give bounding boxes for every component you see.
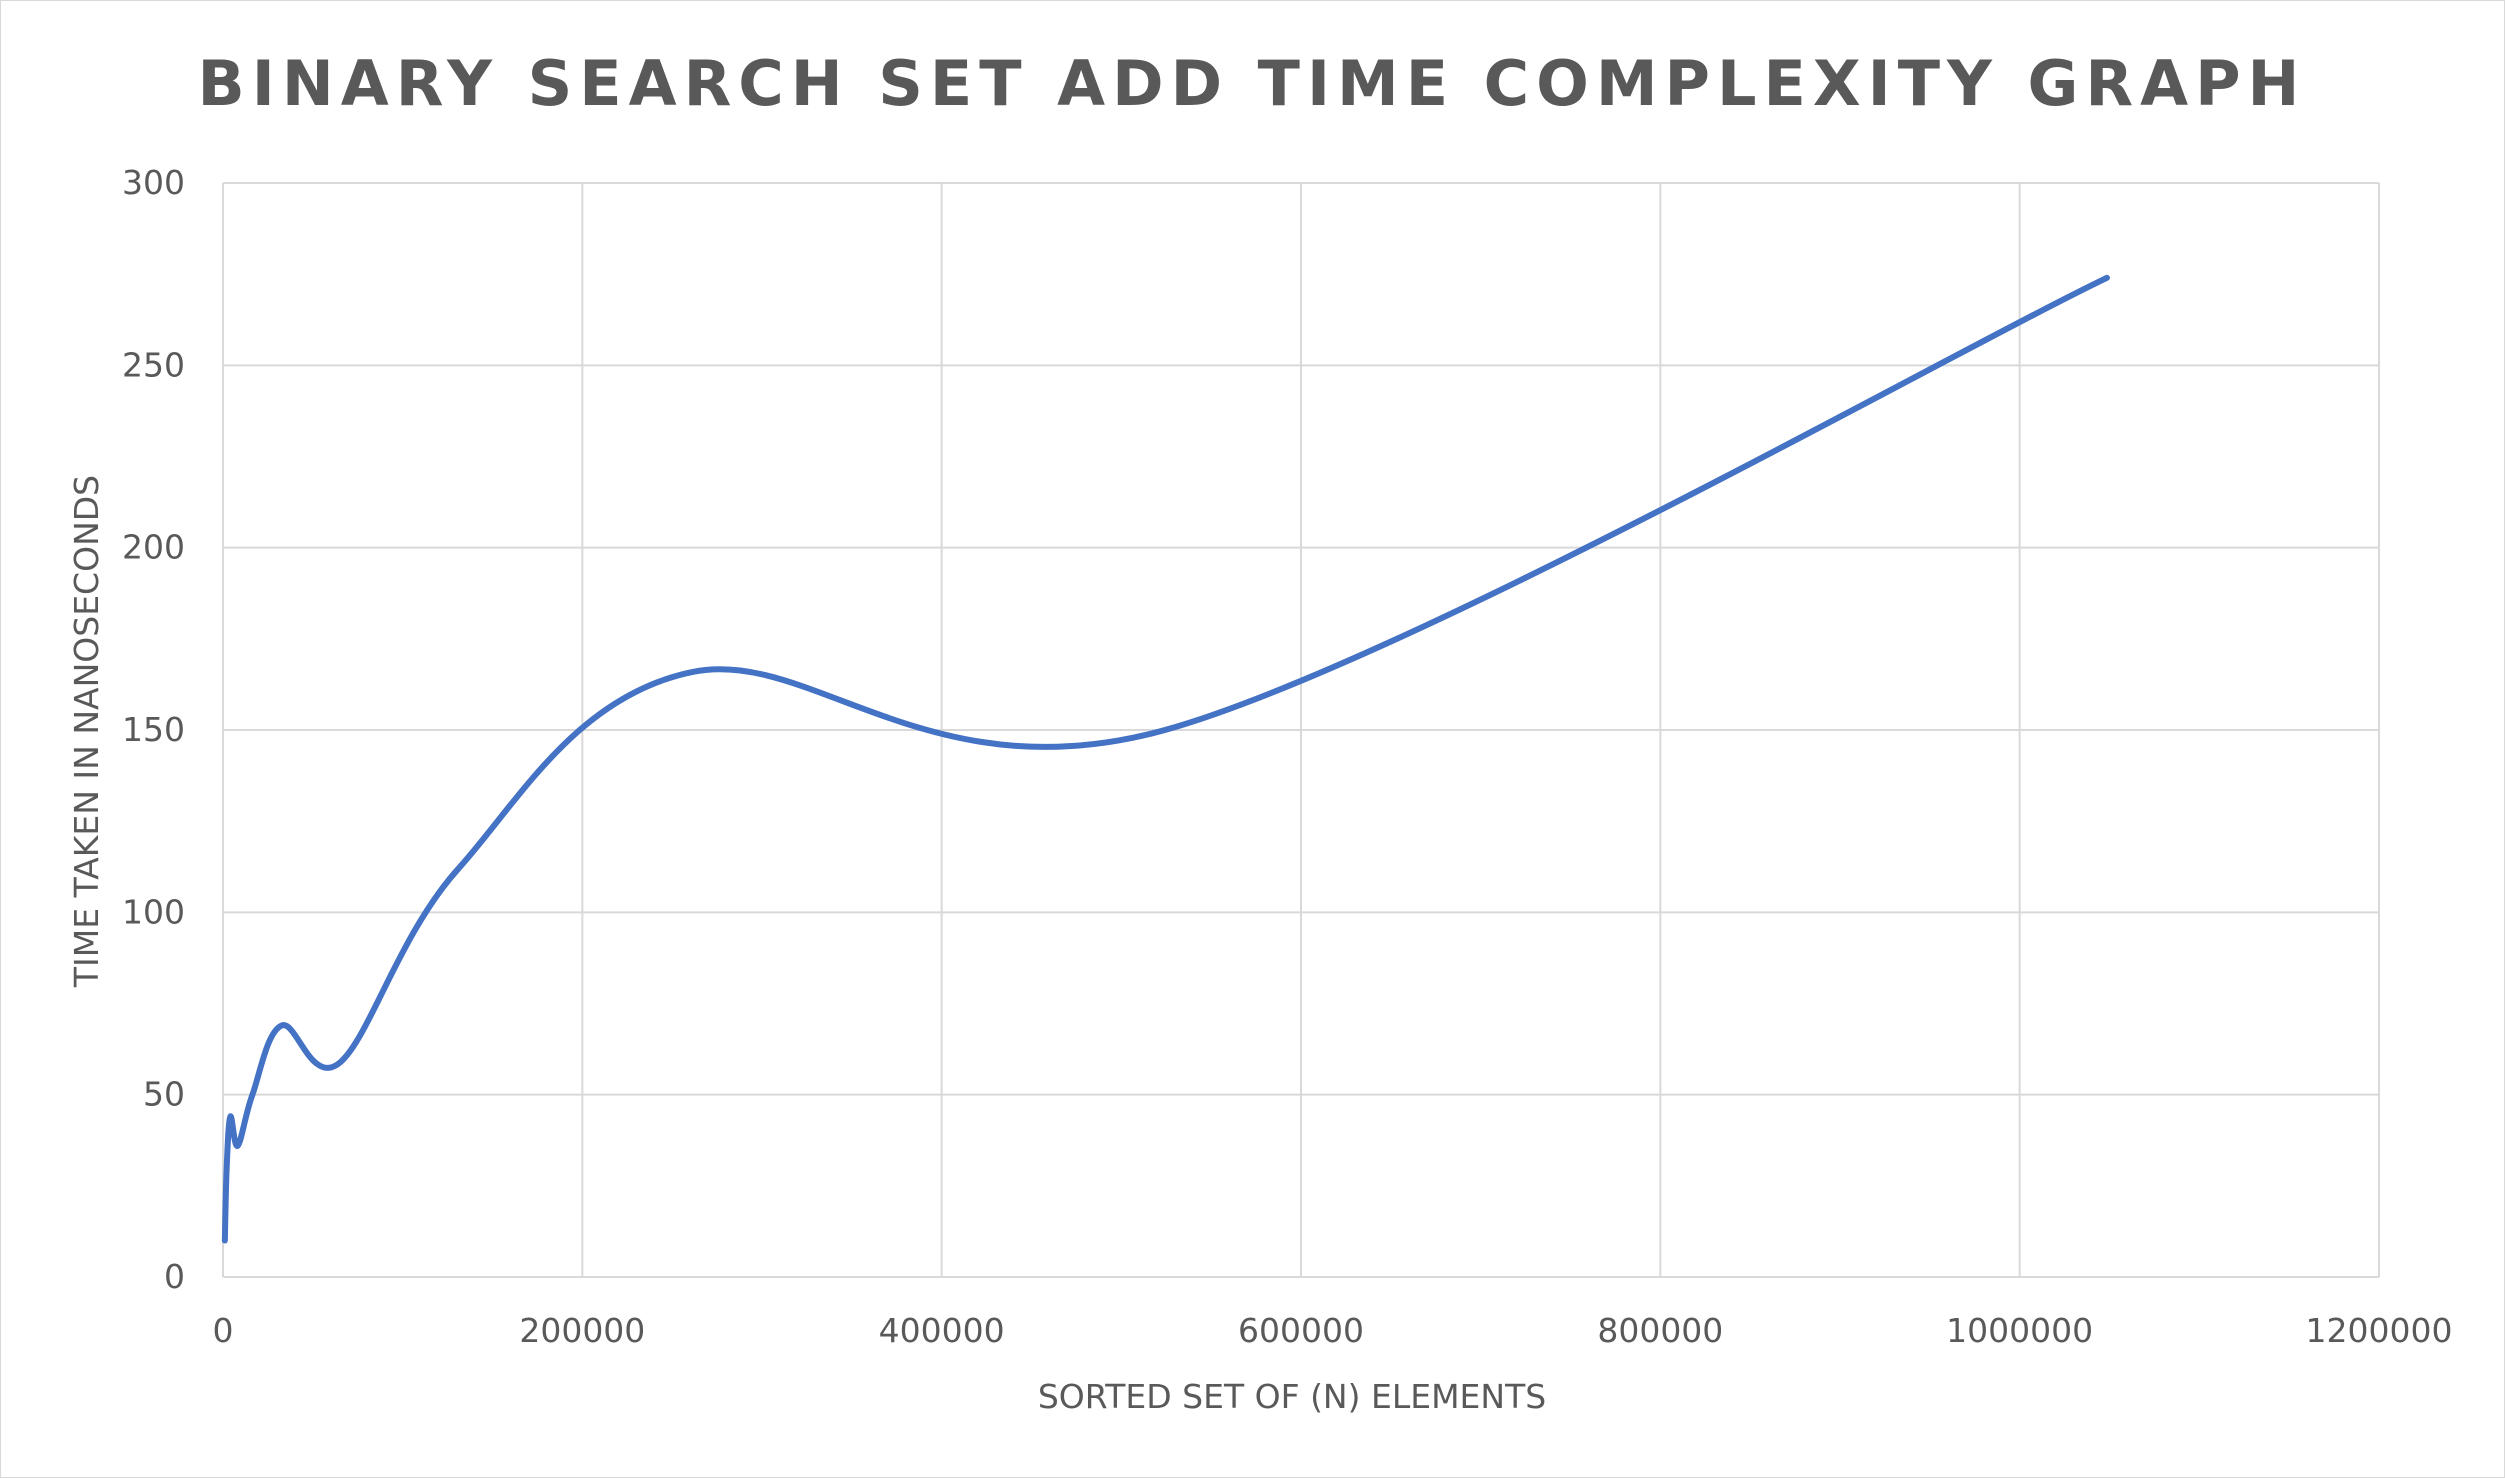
x-tick-label: 1200000 — [2306, 1311, 2453, 1350]
x-tick-label: 200000 — [519, 1311, 645, 1350]
y-tick-label: 300 — [122, 163, 185, 202]
y-tick-label: 200 — [122, 528, 185, 567]
x-tick-label: 800000 — [1597, 1311, 1723, 1350]
y-axis-title: TIME TAKEN IN NANOSECONDS — [67, 475, 106, 988]
y-tick-label: 150 — [122, 710, 185, 749]
y-axis-tick-labels: 0 50 100 150 200 250 300 — [122, 163, 185, 1296]
series-line — [221, 274, 2110, 1244]
gridlines — [222, 182, 2380, 1278]
x-axis-title: SORTED SET OF (N) ELEMENTS — [1038, 1377, 1546, 1416]
x-tick-label: 0 — [213, 1311, 234, 1350]
y-tick-label: 100 — [122, 892, 185, 931]
x-tick-label: 600000 — [1238, 1311, 1364, 1350]
y-tick-label: 50 — [143, 1075, 185, 1114]
x-tick-label: 1000000 — [1946, 1311, 2093, 1350]
y-tick-label: 250 — [122, 345, 185, 384]
chart-title: BINARY SEARCH SET ADD TIME COMPLEXITY GR… — [198, 47, 2307, 120]
x-axis-tick-labels: 0 200000 400000 600000 800000 1000000 1200000 — [213, 1311, 2453, 1350]
x-tick-label: 400000 — [879, 1311, 1005, 1350]
y-tick-label: 0 — [164, 1257, 185, 1296]
series-group — [221, 274, 2110, 1244]
